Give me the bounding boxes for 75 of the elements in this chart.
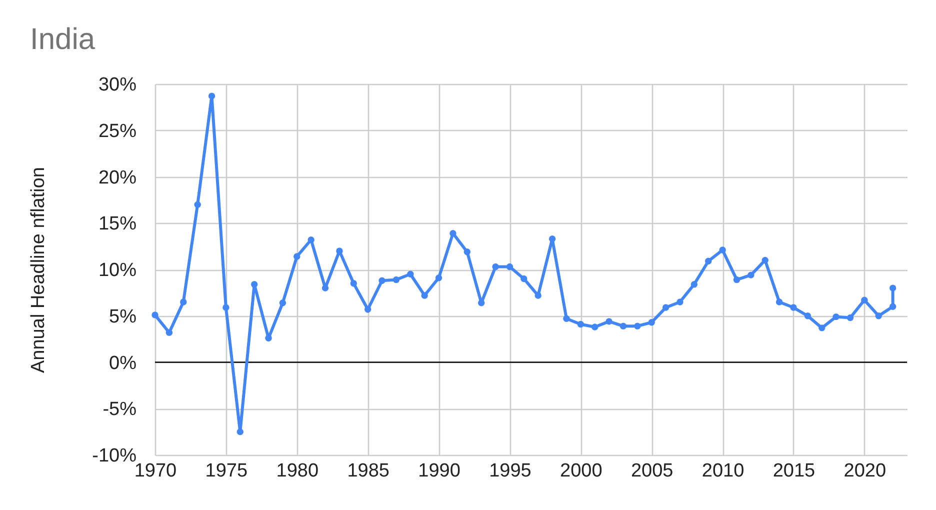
point	[648, 319, 655, 326]
x-tick-label: 1995	[489, 460, 532, 482]
point	[506, 263, 514, 270]
point	[336, 248, 343, 254]
y-tick-label: -5%	[102, 399, 137, 420]
point	[407, 270, 414, 278]
y-axis-title: Annual Headline nflation	[28, 167, 50, 373]
x-tick-label: 2005	[630, 460, 674, 482]
chart-title: India	[30, 23, 96, 56]
point	[534, 292, 542, 299]
point	[279, 300, 286, 306]
point	[308, 236, 314, 244]
point	[676, 298, 684, 306]
point	[875, 312, 882, 320]
point	[606, 318, 612, 325]
x-tick-label: 2010	[702, 460, 744, 482]
x-tick-label: 2015	[772, 460, 816, 482]
point	[478, 300, 485, 306]
point	[563, 315, 570, 322]
point	[748, 272, 754, 278]
point	[762, 256, 768, 264]
point	[889, 303, 896, 310]
x-tick-label: 1970	[134, 460, 177, 482]
point	[180, 298, 187, 306]
point	[250, 280, 258, 288]
point	[294, 253, 300, 260]
point	[662, 304, 670, 311]
point	[861, 296, 868, 304]
point	[208, 92, 216, 100]
point	[634, 322, 641, 330]
point	[889, 284, 896, 292]
point	[776, 298, 783, 306]
x-tick-label: 1985	[347, 460, 390, 482]
point	[832, 313, 840, 320]
y-tick-label: 5%	[109, 306, 137, 328]
point	[520, 275, 528, 282]
point	[152, 312, 158, 318]
x-tick-label: 2020	[844, 460, 886, 482]
point	[194, 201, 201, 208]
point	[450, 230, 456, 237]
point	[265, 334, 272, 342]
y-tick-label: 15%	[98, 214, 137, 235]
point	[818, 324, 826, 332]
point	[392, 276, 400, 284]
point	[464, 248, 471, 256]
point	[492, 263, 499, 270]
y-tick-label: -10%	[92, 446, 137, 466]
point	[435, 274, 442, 282]
point	[350, 280, 357, 287]
y-tick-label: 10%	[98, 260, 137, 281]
x-tick-label: 1990	[418, 460, 460, 482]
point	[548, 236, 556, 242]
point	[690, 280, 698, 288]
point	[591, 324, 598, 330]
point	[804, 312, 812, 320]
point	[421, 292, 428, 299]
point	[166, 329, 173, 336]
point	[846, 314, 854, 322]
point	[790, 304, 797, 311]
y-tick-label: 25%	[98, 120, 137, 142]
point	[577, 320, 584, 328]
point	[733, 276, 740, 284]
x-tick-label: 1980	[276, 460, 319, 482]
point	[719, 246, 726, 254]
x-tick-label: 2000	[560, 460, 602, 482]
point	[222, 304, 230, 311]
point	[705, 258, 712, 264]
point	[322, 284, 329, 292]
point	[236, 428, 244, 436]
point	[620, 322, 627, 330]
x-tick-label: 1975	[205, 460, 248, 482]
y-tick-label: 0%	[109, 352, 137, 374]
y-tick-label: 20%	[98, 167, 137, 188]
point	[378, 277, 386, 284]
y-tick-label: 30%	[98, 74, 137, 96]
